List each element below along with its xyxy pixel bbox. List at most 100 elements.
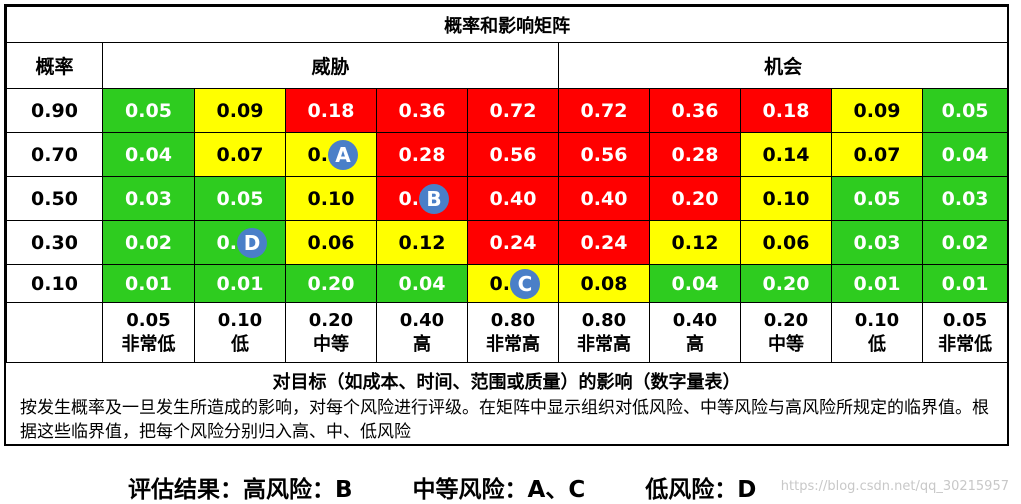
matrix-cell: 0.20 [740, 264, 832, 303]
result-low-risk: 低风险：D [645, 477, 757, 503]
cell-score: 0.01 [216, 272, 264, 295]
probability-value: 0.90 [6, 88, 103, 133]
impact-cell: 0.40 高 [649, 302, 741, 363]
matrix-cell: 0.05 [921, 88, 1009, 133]
cell-score: 0.12 [398, 231, 446, 254]
cell-score: 0.14 [762, 143, 810, 166]
matrix-row: 0.300.020.03D0.060.120.240.240.120.060.0… [6, 220, 1009, 265]
matrix-cell: 0.56 [467, 132, 559, 177]
cell-score: 0.01 [125, 272, 172, 295]
cell-score: 0.04 [125, 143, 172, 166]
risk-marker-a: A [328, 139, 358, 170]
matrix-cell: 0.14A [285, 132, 377, 177]
opportunity-header: 机会 [557, 42, 1009, 89]
matrix-row: 0.90 0.05 0.09 0.18 0.36 0.72 0.72 0.36 0.18 0.09… [6, 88, 1009, 133]
cell-score: 0.40 [580, 187, 628, 210]
matrix-cell: 0.07 [194, 132, 286, 177]
cell-score: 0.56 [580, 143, 628, 166]
matrix-container: 概率和影响矩阵 概率 威胁 机会 0.90 0.05 0.09 0.18 0.36 0.7… [4, 4, 1009, 446]
matrix-cell: 0.02 [102, 220, 195, 265]
cell-score: 0.02 [941, 231, 989, 254]
impact-value: 0.20 [308, 309, 354, 331]
cell-score: 0.04 [671, 272, 719, 295]
cell-score: 0.09 [853, 99, 901, 122]
cell-score: 0.09 [216, 99, 264, 122]
probability-impact-matrix: 概率和影响矩阵 概率 威胁 机会 0.90 0.05 0.09 0.18 0.36 0.7… [5, 6, 1009, 363]
impact-label: 中等 [768, 333, 804, 355]
matrix-cell: 0.40 [467, 176, 559, 221]
matrix-cell: 0.03 [921, 176, 1009, 221]
cell-score: 0.05 [853, 187, 901, 210]
cell-score: 0.72 [489, 99, 537, 122]
impact-value: 0.20 [763, 309, 809, 331]
cell-score: 0.10 [307, 187, 355, 210]
impact-label: 低 [231, 333, 249, 355]
impact-label: 非常高 [486, 333, 540, 355]
cell-score: 0.20 [762, 272, 810, 295]
impact-cell: 0.80 非常高 [558, 302, 650, 363]
matrix-cell: 0.24 [467, 220, 559, 265]
cell-score: 0.04 [398, 272, 446, 295]
matrix-cell: 0.10 [740, 176, 832, 221]
risk-marker-c: C [510, 268, 540, 299]
matrix-cell: 0.04 [649, 264, 741, 303]
matrix-cell: 0.28 [649, 132, 741, 177]
probability-header: 概率 [6, 42, 103, 89]
risk-marker-b: B [419, 183, 449, 214]
impact-cell: 0.05 非常低 [921, 302, 1009, 363]
impact-label: 非常高 [577, 333, 631, 355]
impact-label: 高 [686, 333, 704, 355]
impact-label: 低 [868, 333, 886, 355]
matrix-row: 0.70 0.04 0.07 0.14A 0.28 0.56 0.56 0.28 0.14 0.0… [6, 132, 1009, 177]
matrix-cell: 0.72 [558, 88, 650, 133]
matrix-cell: 0.01 [921, 264, 1009, 303]
cell-score: 0.10 [762, 187, 810, 210]
matrix-cell: 0.20B [376, 176, 468, 221]
probability-value: 0.50 [6, 176, 103, 221]
matrix-cell: 0.06 [285, 220, 377, 265]
impact-label: 中等 [313, 333, 349, 355]
result-high-risk: 评估结果：高风险：B [128, 477, 353, 503]
impact-value: 0.05 [942, 309, 988, 331]
cell-score: 0.36 [398, 99, 446, 122]
matrix-cell: 0.01 [102, 264, 195, 303]
matrix-row: 0.50 0.03 0.05 0.10 0.20B 0.40 0.40 0.20 0.10 0.0… [6, 176, 1009, 221]
cell-score: 0.24 [489, 231, 537, 254]
matrix-cell: 0.07 [831, 132, 923, 177]
matrix-cell: 0.18 [740, 88, 832, 133]
cell-score: 0.06 [762, 231, 810, 254]
impact-row: 0.05 非常低 0.10 低 0.20 中等 0.40 高 0.80 非常高 0.80 非常高 0.4… [6, 302, 1009, 363]
matrix-description: 按发生概率及一旦发生所造成的影响，对每个风险进行评级。在矩阵中显示组织对低风险、… [20, 398, 989, 442]
cell-score: 0.20 [671, 187, 719, 210]
cell-score: 0.28 [671, 143, 719, 166]
matrix-cell: 0.24 [558, 220, 650, 265]
impact-label: 高 [413, 333, 431, 355]
cell-score: 0.04 [941, 143, 989, 166]
cell-score: 0.24 [580, 231, 628, 254]
impact-cell: 0.05 非常低 [102, 302, 195, 363]
cell-score: 0.06 [307, 231, 355, 254]
impact-cell: 0.40 高 [376, 302, 468, 363]
impact-value: 0.10 [217, 309, 263, 331]
matrix-cell: 0.05 [831, 176, 923, 221]
matrix-cell: 0.04 [376, 264, 468, 303]
watermark: https://blog.csdn.net/qq_30215957 [780, 479, 1009, 494]
matrix-cell: 0.14 [740, 132, 832, 177]
cell-score: 0.08 [580, 272, 628, 295]
cell-score: 0.05 [125, 99, 172, 122]
probability-value: 0.70 [6, 132, 103, 177]
matrix-cell: 0.03D [194, 220, 286, 265]
matrix-cell: 0.12 [649, 220, 741, 265]
cell-score: 0.20 [307, 272, 355, 295]
cell-score: 0.36 [671, 99, 719, 122]
cell-score: 0.28 [398, 143, 446, 166]
matrix-cell: 0.02 [921, 220, 1009, 265]
matrix-cell: 0.06 [740, 220, 832, 265]
matrix-cell: 0.05 [102, 88, 195, 133]
cell-score: 0.72 [580, 99, 628, 122]
matrix-cell: 0.01 [831, 264, 923, 303]
matrix-cell: 0.09 [194, 88, 286, 133]
cell-score: 0.07 [216, 143, 264, 166]
impact-value: 0.05 [126, 309, 171, 331]
matrix-cell: 0.72 [467, 88, 559, 133]
